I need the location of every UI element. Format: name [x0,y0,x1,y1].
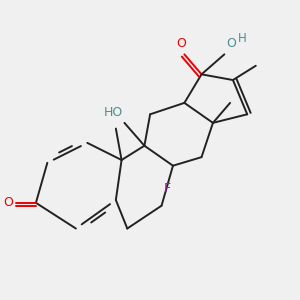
Text: O: O [226,37,236,50]
Text: O: O [3,196,13,209]
Text: F: F [164,182,171,195]
Text: O: O [177,37,187,50]
Text: H: H [238,32,247,45]
Text: HO: HO [104,106,123,119]
